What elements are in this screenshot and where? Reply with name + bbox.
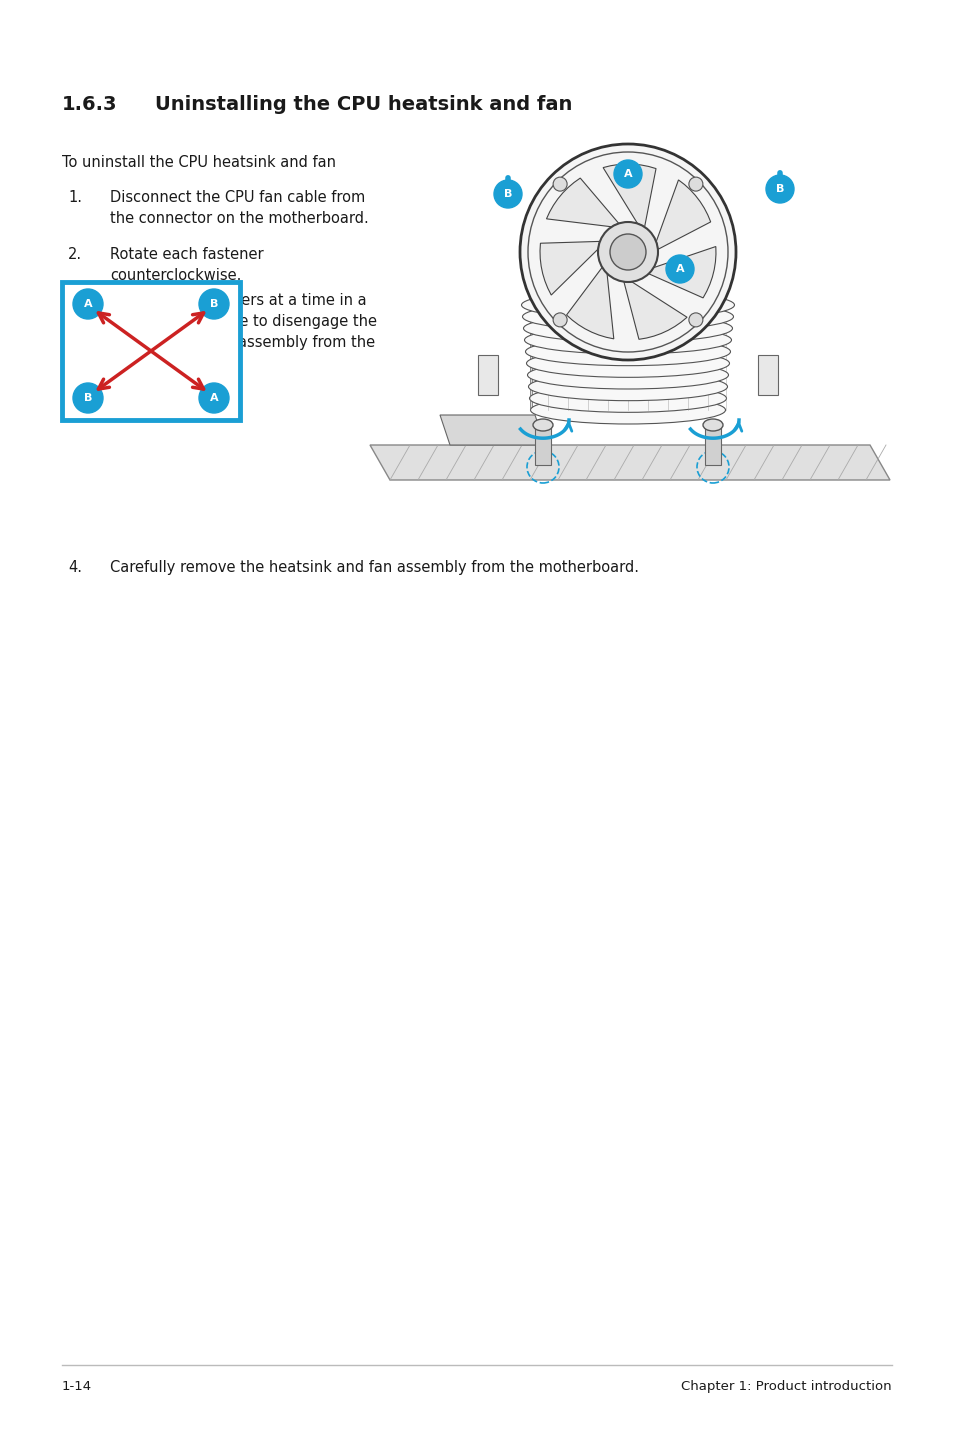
Text: To uninstall the CPU heatsink and fan: To uninstall the CPU heatsink and fan bbox=[62, 155, 335, 170]
Text: 3.: 3. bbox=[68, 293, 82, 308]
Text: B: B bbox=[775, 184, 783, 194]
Ellipse shape bbox=[702, 418, 722, 431]
Text: Uninstalling the CPU heatsink and fan: Uninstalling the CPU heatsink and fan bbox=[154, 95, 572, 114]
Text: B: B bbox=[210, 299, 218, 309]
Ellipse shape bbox=[525, 338, 730, 365]
Circle shape bbox=[609, 234, 645, 270]
Text: Disconnect the CPU fan cable from
the connector on the motherboard.: Disconnect the CPU fan cable from the co… bbox=[110, 190, 369, 226]
Polygon shape bbox=[439, 416, 544, 444]
Text: Pull up two fasteners at a time in a
diagonal sequence to disengage the
heatsink: Pull up two fasteners at a time in a dia… bbox=[110, 293, 376, 371]
Polygon shape bbox=[370, 444, 889, 480]
Ellipse shape bbox=[526, 349, 729, 377]
Circle shape bbox=[73, 383, 103, 413]
Ellipse shape bbox=[529, 384, 726, 413]
Ellipse shape bbox=[528, 372, 727, 401]
Polygon shape bbox=[539, 242, 599, 295]
Polygon shape bbox=[656, 180, 710, 249]
Text: A: A bbox=[84, 299, 92, 309]
Ellipse shape bbox=[521, 290, 734, 319]
Text: 1-14: 1-14 bbox=[62, 1380, 92, 1393]
Circle shape bbox=[494, 180, 521, 209]
Text: 4.: 4. bbox=[68, 559, 82, 575]
Text: 1.: 1. bbox=[68, 190, 82, 206]
Polygon shape bbox=[535, 426, 551, 464]
Polygon shape bbox=[602, 164, 656, 227]
Circle shape bbox=[688, 177, 702, 191]
Polygon shape bbox=[704, 426, 720, 464]
Polygon shape bbox=[477, 355, 497, 395]
Text: B: B bbox=[84, 393, 92, 403]
Circle shape bbox=[665, 255, 693, 283]
Ellipse shape bbox=[523, 315, 732, 342]
Ellipse shape bbox=[533, 418, 553, 431]
Circle shape bbox=[553, 313, 566, 326]
Circle shape bbox=[688, 313, 702, 326]
Circle shape bbox=[199, 383, 229, 413]
FancyBboxPatch shape bbox=[62, 282, 240, 420]
Polygon shape bbox=[648, 246, 715, 298]
Text: Rotate each fastener
counterclockwise.: Rotate each fastener counterclockwise. bbox=[110, 247, 263, 283]
Polygon shape bbox=[566, 267, 613, 339]
Text: Carefully remove the heatsink and fan assembly from the motherboard.: Carefully remove the heatsink and fan as… bbox=[110, 559, 639, 575]
Text: A: A bbox=[210, 393, 218, 403]
Circle shape bbox=[765, 175, 793, 203]
Ellipse shape bbox=[524, 326, 731, 354]
Polygon shape bbox=[546, 178, 618, 227]
Circle shape bbox=[614, 160, 641, 188]
Circle shape bbox=[73, 289, 103, 319]
Circle shape bbox=[598, 221, 658, 282]
Circle shape bbox=[519, 144, 735, 360]
Circle shape bbox=[553, 177, 566, 191]
Circle shape bbox=[199, 289, 229, 319]
Ellipse shape bbox=[522, 302, 733, 331]
Polygon shape bbox=[758, 355, 778, 395]
Text: 1.6.3: 1.6.3 bbox=[62, 95, 117, 114]
Text: 2.: 2. bbox=[68, 247, 82, 262]
Ellipse shape bbox=[527, 361, 728, 390]
Text: B: B bbox=[503, 188, 512, 198]
Text: Chapter 1: Product introduction: Chapter 1: Product introduction bbox=[680, 1380, 891, 1393]
Polygon shape bbox=[623, 282, 686, 339]
Polygon shape bbox=[530, 305, 532, 410]
Text: A: A bbox=[623, 170, 632, 178]
Ellipse shape bbox=[530, 395, 724, 424]
Text: A: A bbox=[675, 265, 683, 275]
